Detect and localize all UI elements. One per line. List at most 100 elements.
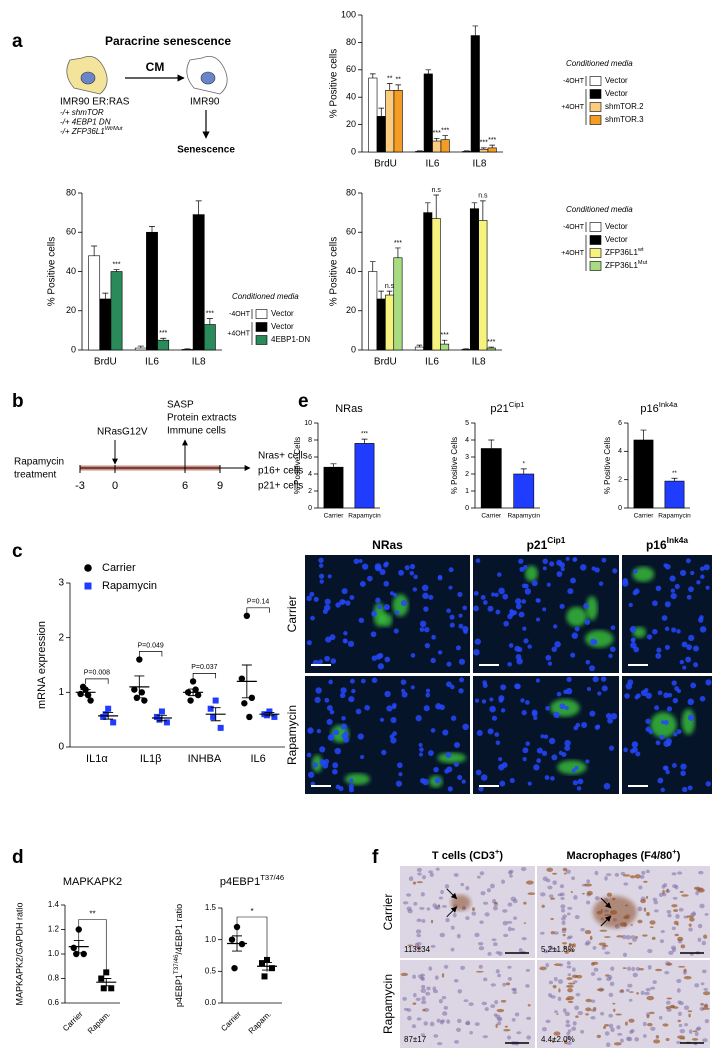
legend-group-label: -4OHT bbox=[229, 311, 251, 318]
nucleus bbox=[523, 564, 528, 570]
nucleus bbox=[497, 973, 502, 978]
stained-cell bbox=[575, 975, 578, 978]
data-point bbox=[238, 675, 246, 682]
stained-cell bbox=[671, 904, 678, 908]
stained-cell bbox=[692, 1030, 698, 1033]
nucleus bbox=[542, 876, 548, 882]
nucleus bbox=[667, 913, 672, 918]
nucleus bbox=[446, 766, 453, 773]
nucleus bbox=[610, 713, 618, 720]
stained-cell bbox=[527, 892, 536, 895]
nucleus bbox=[446, 608, 451, 614]
nucleus bbox=[459, 677, 465, 683]
stained-cell bbox=[636, 992, 639, 995]
nucleus bbox=[377, 663, 385, 670]
nucleus bbox=[591, 566, 596, 571]
nucleus bbox=[474, 698, 480, 703]
micrograph bbox=[473, 555, 619, 673]
stained-cell bbox=[527, 1004, 531, 1007]
bar bbox=[432, 140, 442, 153]
nucleus bbox=[677, 1000, 682, 1004]
stained-cell bbox=[563, 872, 567, 875]
nucleus bbox=[604, 951, 610, 955]
event-label: NRasG12V bbox=[97, 427, 148, 438]
nucleus bbox=[659, 939, 664, 944]
nucleus bbox=[379, 717, 385, 722]
nucleus bbox=[553, 931, 559, 935]
stained-cell bbox=[496, 1008, 505, 1013]
nucleus bbox=[432, 986, 437, 991]
stained-cell bbox=[563, 945, 567, 950]
nucleus bbox=[605, 873, 612, 877]
y-tick-label: 80 bbox=[346, 37, 356, 47]
nucleus bbox=[635, 693, 641, 699]
nucleus bbox=[668, 950, 674, 955]
nucleus bbox=[586, 900, 591, 905]
nucleus bbox=[494, 732, 500, 737]
nucleus bbox=[695, 890, 700, 896]
quantification: 4.4±2.0% bbox=[541, 1035, 575, 1044]
nucleus bbox=[326, 718, 333, 725]
nucleus bbox=[474, 932, 480, 938]
nucleus bbox=[335, 602, 341, 608]
y-tick-label: 60 bbox=[66, 227, 76, 237]
stained-cell bbox=[504, 1025, 508, 1028]
chart-title-main: p16 bbox=[640, 403, 658, 415]
significance: *** bbox=[433, 130, 441, 137]
nucleus bbox=[565, 687, 573, 695]
nucleus bbox=[371, 655, 378, 661]
nucleus bbox=[436, 1042, 443, 1046]
nucleus bbox=[495, 969, 500, 974]
bar bbox=[461, 349, 471, 351]
nucleus bbox=[681, 641, 688, 648]
positive-cell bbox=[557, 760, 587, 775]
stained-cell bbox=[688, 1013, 691, 1018]
y-tick-label: 0 bbox=[351, 146, 356, 156]
bar bbox=[393, 257, 403, 351]
nucleus bbox=[652, 980, 657, 985]
nucleus bbox=[566, 912, 571, 916]
nucleus bbox=[416, 867, 423, 873]
stained-cell bbox=[700, 1002, 704, 1006]
nucleus bbox=[418, 752, 424, 757]
stained-cell bbox=[679, 890, 684, 893]
nucleus bbox=[420, 1033, 426, 1037]
nucleus bbox=[654, 909, 659, 913]
nucleus bbox=[571, 768, 576, 773]
nucleus bbox=[424, 642, 431, 649]
condition-main: -/+ shmTOR bbox=[60, 108, 104, 117]
nucleus bbox=[462, 605, 468, 611]
nucleus bbox=[620, 1038, 624, 1043]
error-bar bbox=[425, 202, 431, 213]
nucleus bbox=[625, 683, 633, 690]
nucleus bbox=[660, 720, 665, 725]
stained-cell bbox=[412, 881, 417, 885]
bar bbox=[415, 151, 425, 153]
x-tick-label: BrdU bbox=[94, 357, 117, 368]
error-bar bbox=[433, 194, 439, 219]
x-tick-label: IL8 bbox=[192, 357, 206, 368]
y-axis-label: % Positive cells bbox=[47, 237, 58, 306]
nucleus bbox=[448, 567, 454, 573]
nucleus bbox=[570, 577, 576, 584]
stained-cell bbox=[638, 967, 645, 971]
nucleus bbox=[527, 781, 532, 786]
stained-cell bbox=[662, 1023, 669, 1027]
stained-cell bbox=[566, 977, 573, 981]
nucleus bbox=[319, 579, 324, 584]
nucleus bbox=[590, 999, 596, 1003]
nucleus bbox=[671, 947, 677, 953]
bar bbox=[393, 90, 403, 153]
y-tick-label: 20 bbox=[346, 119, 356, 129]
nucleus bbox=[409, 563, 416, 570]
nucleus bbox=[663, 563, 668, 568]
nucleus bbox=[580, 1029, 585, 1034]
nucleus bbox=[633, 568, 638, 574]
nucleus bbox=[328, 679, 333, 685]
nucleus bbox=[497, 1016, 503, 1020]
row-label: Rapamycin bbox=[285, 705, 299, 765]
nucleus bbox=[594, 724, 600, 730]
nucleus bbox=[407, 909, 413, 914]
panel-label: d bbox=[12, 847, 24, 868]
x-tick-label: IL6 bbox=[425, 357, 439, 368]
